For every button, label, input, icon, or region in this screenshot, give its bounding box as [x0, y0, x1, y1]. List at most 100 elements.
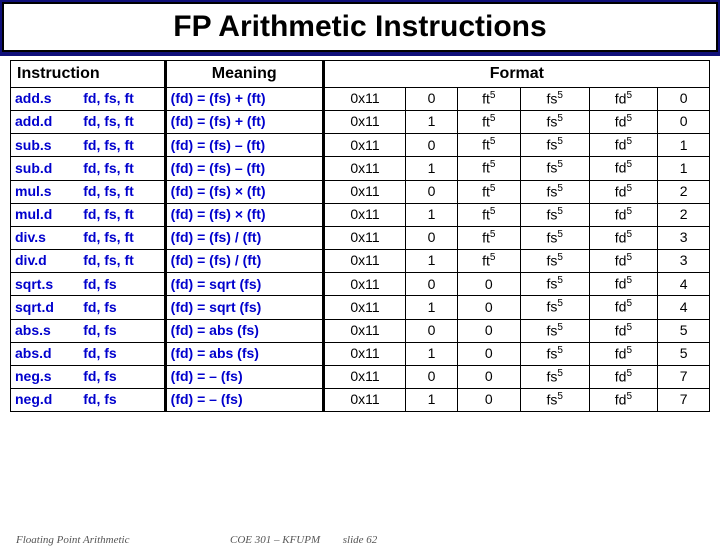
ft-cell: ft5 [457, 111, 520, 134]
fs-cell: fs5 [520, 180, 589, 203]
fmt-cell: 0 [406, 273, 458, 296]
table-row: sqrt.sfd, fs(fd) = sqrt (fs)0x1100fs5fd5… [11, 273, 710, 296]
fs-cell: fs5 [520, 273, 589, 296]
opc-cell: 0x11 [323, 273, 405, 296]
ops-cell: fd, fs, ft [79, 180, 165, 203]
ft-cell: ft5 [457, 88, 520, 111]
table-row: neg.sfd, fs(fd) = – (fs)0x1100fs5fd57 [11, 365, 710, 388]
func-cell: 4 [658, 273, 710, 296]
fd-cell: fd5 [589, 319, 658, 342]
meaning-cell: (fd) = (fs) – (ft) [165, 157, 323, 180]
fmt-cell: 0 [406, 134, 458, 157]
func-cell: 1 [658, 134, 710, 157]
table-row: div.dfd, fs, ft(fd) = (fs) / (ft)0x111ft… [11, 250, 710, 273]
func-cell: 7 [658, 389, 710, 412]
meaning-cell: (fd) = (fs) + (ft) [165, 88, 323, 111]
func-cell: 0 [658, 88, 710, 111]
table-row: abs.sfd, fs(fd) = abs (fs)0x1100fs5fd55 [11, 319, 710, 342]
slide: FP Arithmetic Instructions Instruction M… [0, 0, 720, 540]
opc-cell: 0x11 [323, 226, 405, 249]
meaning-cell: (fd) = abs (fs) [165, 319, 323, 342]
fmt-cell: 1 [406, 389, 458, 412]
fd-cell: fd5 [589, 250, 658, 273]
fmt-cell: 1 [406, 111, 458, 134]
instr-cell: add.d [11, 111, 80, 134]
hdr-meaning: Meaning [165, 61, 323, 88]
ft-cell: 0 [457, 273, 520, 296]
fs-cell: fs5 [520, 203, 589, 226]
opc-cell: 0x11 [323, 88, 405, 111]
table-row: add.sfd, fs, ft(fd) = (fs) + (ft)0x110ft… [11, 88, 710, 111]
ft-cell: 0 [457, 319, 520, 342]
fd-cell: fd5 [589, 365, 658, 388]
ops-cell: fd, fs [79, 342, 165, 365]
fd-cell: fd5 [589, 180, 658, 203]
ops-cell: fd, fs [79, 273, 165, 296]
fs-cell: fs5 [520, 134, 589, 157]
opc-cell: 0x11 [323, 296, 405, 319]
opc-cell: 0x11 [323, 111, 405, 134]
fs-cell: fs5 [520, 365, 589, 388]
ft-cell: 0 [457, 296, 520, 319]
ft-cell: 0 [457, 389, 520, 412]
fs-cell: fs5 [520, 157, 589, 180]
ops-cell: fd, fs, ft [79, 134, 165, 157]
fmt-cell: 1 [406, 250, 458, 273]
instr-cell: mul.s [11, 180, 80, 203]
func-cell: 5 [658, 319, 710, 342]
header-row: Instruction Meaning Format [11, 61, 710, 88]
meaning-cell: (fd) = (fs) × (ft) [165, 180, 323, 203]
func-cell: 3 [658, 226, 710, 249]
page-title: FP Arithmetic Instructions [2, 2, 718, 52]
opc-cell: 0x11 [323, 157, 405, 180]
opc-cell: 0x11 [323, 365, 405, 388]
meaning-cell: (fd) = (fs) × (ft) [165, 203, 323, 226]
func-cell: 2 [658, 180, 710, 203]
func-cell: 1 [658, 157, 710, 180]
fp-table: Instruction Meaning Format add.sfd, fs, … [10, 60, 710, 412]
ops-cell: fd, fs, ft [79, 88, 165, 111]
func-cell: 5 [658, 342, 710, 365]
meaning-cell: (fd) = (fs) / (ft) [165, 226, 323, 249]
meaning-cell: (fd) = sqrt (fs) [165, 296, 323, 319]
fmt-cell: 0 [406, 226, 458, 249]
fmt-cell: 1 [406, 203, 458, 226]
hdr-instruction: Instruction [11, 61, 166, 88]
ops-cell: fd, fs [79, 389, 165, 412]
opc-cell: 0x11 [323, 134, 405, 157]
fd-cell: fd5 [589, 296, 658, 319]
ops-cell: fd, fs, ft [79, 250, 165, 273]
footer-left: Floating Point Arithmetic [16, 534, 129, 546]
fmt-cell: 0 [406, 365, 458, 388]
meaning-cell: (fd) = (fs) / (ft) [165, 250, 323, 273]
fs-cell: fs5 [520, 296, 589, 319]
table-row: sub.dfd, fs, ft(fd) = (fs) – (ft)0x111ft… [11, 157, 710, 180]
table-row: mul.dfd, fs, ft(fd) = (fs) × (ft)0x111ft… [11, 203, 710, 226]
opc-cell: 0x11 [323, 203, 405, 226]
opc-cell: 0x11 [323, 319, 405, 342]
instr-cell: add.s [11, 88, 80, 111]
instr-cell: sub.d [11, 157, 80, 180]
fs-cell: fs5 [520, 111, 589, 134]
instr-cell: abs.d [11, 342, 80, 365]
instr-cell: abs.s [11, 319, 80, 342]
ft-cell: ft5 [457, 226, 520, 249]
meaning-cell: (fd) = abs (fs) [165, 342, 323, 365]
instr-cell: neg.d [11, 389, 80, 412]
meaning-cell: (fd) = (fs) + (ft) [165, 111, 323, 134]
opc-cell: 0x11 [323, 342, 405, 365]
meaning-cell: (fd) = – (fs) [165, 365, 323, 388]
fmt-cell: 0 [406, 88, 458, 111]
fd-cell: fd5 [589, 389, 658, 412]
table-row: neg.dfd, fs(fd) = – (fs)0x1110fs5fd57 [11, 389, 710, 412]
table-row: mul.sfd, fs, ft(fd) = (fs) × (ft)0x110ft… [11, 180, 710, 203]
fd-cell: fd5 [589, 88, 658, 111]
instr-cell: sqrt.s [11, 273, 80, 296]
fs-cell: fs5 [520, 319, 589, 342]
fs-cell: fs5 [520, 88, 589, 111]
ft-cell: ft5 [457, 203, 520, 226]
instr-cell: mul.d [11, 203, 80, 226]
ops-cell: fd, fs [79, 296, 165, 319]
title-bar: FP Arithmetic Instructions [0, 0, 720, 56]
ft-cell: 0 [457, 365, 520, 388]
